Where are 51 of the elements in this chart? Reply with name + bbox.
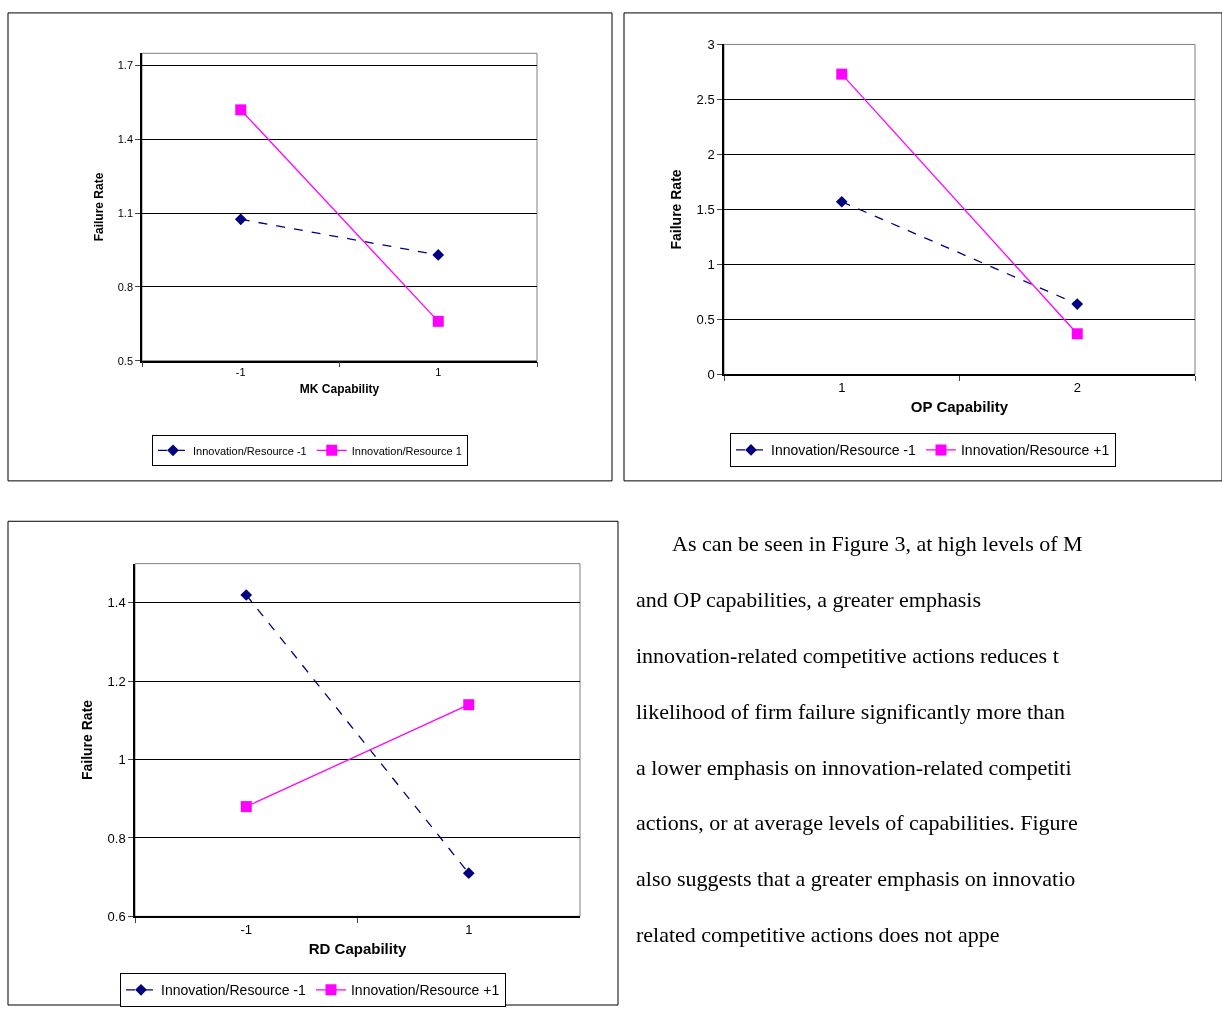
y-axis-title: Failure Rate — [91, 172, 106, 242]
y-tick-label: 1.2 — [107, 673, 126, 689]
x-tick-label: -1 — [240, 921, 253, 937]
text: also suggests that a greater emphasis on innovatio — [636, 866, 1076, 891]
y-tick-label: 0.8 — [117, 280, 134, 293]
text: innovation-related competitive actions reduces t — [636, 643, 1059, 668]
point — [432, 249, 445, 261]
y-tick-label: 1.4 — [117, 133, 134, 146]
y-tick-label: 1.4 — [107, 595, 126, 611]
text: actions, or at average levels of capabilities. Figure — [636, 810, 1078, 835]
point — [235, 104, 247, 116]
y-tick-label: 1.5 — [696, 202, 715, 218]
text: likelihood of firm failure significantly more than — [636, 699, 1065, 724]
text: and OP capabilities, a greater emphasis — [636, 587, 981, 612]
x-axis-title: MK Capability — [299, 382, 380, 397]
y-tick-label: 1 — [118, 752, 126, 768]
point — [1071, 328, 1083, 340]
y-tick-label: 0.6 — [107, 908, 126, 924]
y-tick-label: 0 — [707, 367, 715, 383]
y-tick-label: 1.1 — [117, 206, 134, 219]
y-axis-title: Failure Rate — [78, 699, 95, 781]
text: As can be seen in Figure 3, at high levels of M — [672, 531, 1083, 556]
point — [1071, 298, 1084, 310]
legend-label: Innovation/Resource +1 — [960, 442, 1110, 459]
y-tick-label: 0.5 — [696, 312, 715, 328]
x-tick-label: -1 — [235, 365, 246, 378]
y-tick-label: 3 — [707, 36, 715, 52]
x-axis-title: OP Capability — [910, 398, 1009, 416]
y-tick-label: 2.5 — [696, 92, 715, 107]
x-axis-title: RD Capability — [308, 940, 407, 958]
y-tick-label: 0.5 — [117, 354, 134, 367]
legend-label: Innovation/Resource 1 — [351, 444, 462, 457]
point — [463, 699, 475, 711]
y-tick-label: 1 — [707, 257, 715, 273]
point — [836, 68, 848, 80]
point — [240, 801, 252, 813]
text: related competitive actions does not appe — [636, 922, 1000, 947]
y-tick-label: 2 — [707, 147, 715, 162]
legend-label: Innovation/Resource -1 — [193, 444, 307, 457]
y-tick-label: 0.8 — [107, 830, 126, 846]
y-tick-label: 1.7 — [117, 59, 134, 72]
point — [234, 213, 247, 226]
legend-label: Innovation/Resource +1 — [350, 982, 500, 999]
legend-label: Innovation/Resource -1 — [161, 982, 306, 999]
point — [240, 589, 253, 601]
point — [835, 195, 848, 208]
legend-label: Innovation/Resource -1 — [771, 442, 916, 459]
y-axis-title: Failure Rate — [667, 169, 684, 250]
text: a lower emphasis on innovation-related competiti — [636, 755, 1072, 780]
point — [462, 867, 475, 880]
point — [432, 315, 444, 327]
